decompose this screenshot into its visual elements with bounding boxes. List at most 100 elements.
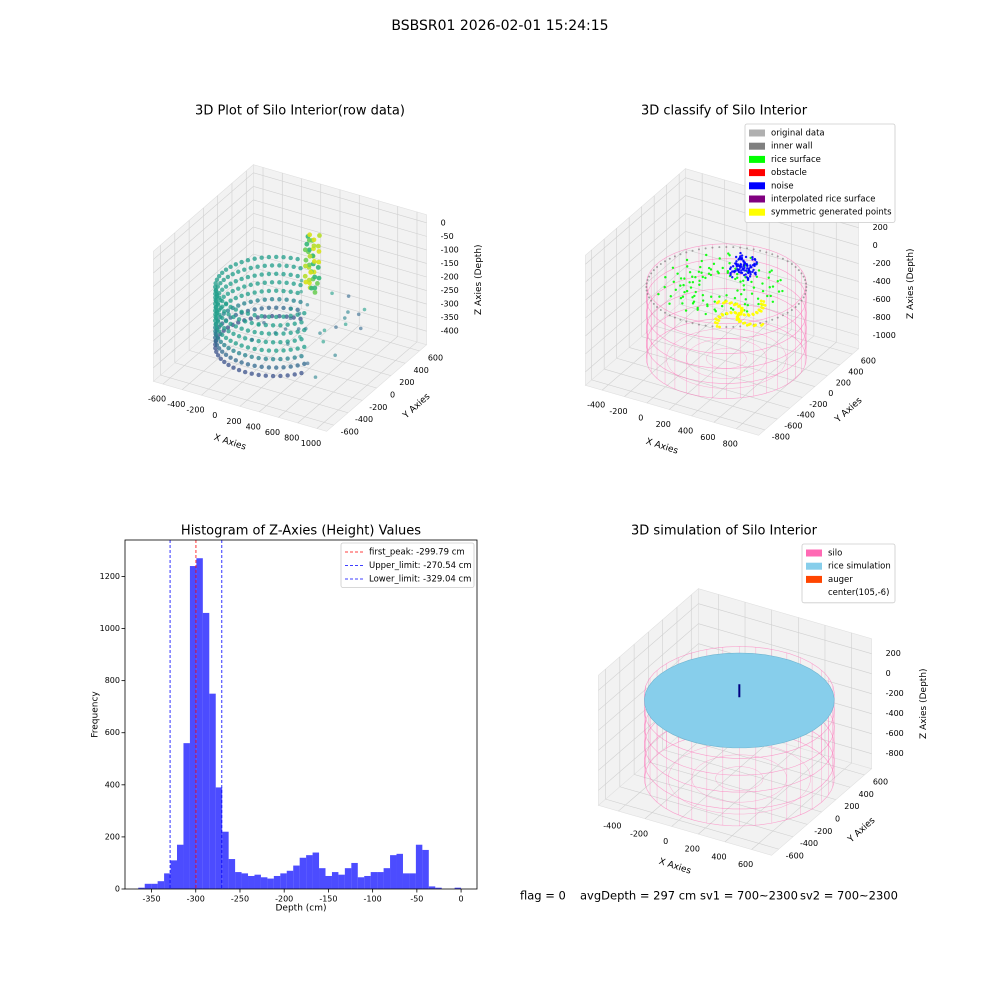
grid-line xyxy=(585,195,686,283)
z-tick-label: -350 xyxy=(441,313,459,322)
legend-label: center(105,-6) xyxy=(828,588,889,598)
point xyxy=(285,322,290,327)
point xyxy=(245,328,251,333)
point xyxy=(214,349,219,355)
point xyxy=(720,312,724,316)
axes-3d: -400-2000200400600-600-400-2000200400600… xyxy=(597,588,929,877)
point xyxy=(245,258,251,263)
point xyxy=(218,280,223,286)
point xyxy=(685,258,689,262)
point xyxy=(274,288,279,293)
point xyxy=(270,373,276,379)
point xyxy=(797,269,800,272)
legend-swatch xyxy=(749,142,765,150)
point xyxy=(299,353,304,359)
point xyxy=(222,359,227,365)
point xyxy=(305,302,310,307)
z-tick-label: 200 xyxy=(873,223,888,232)
point xyxy=(776,255,779,258)
point xyxy=(242,284,247,289)
bar xyxy=(267,878,274,889)
point xyxy=(726,271,729,274)
y-tick-label: 0 xyxy=(390,391,395,400)
point xyxy=(242,319,248,324)
grid-line xyxy=(585,213,686,301)
grid-line xyxy=(153,199,254,287)
point xyxy=(781,257,784,260)
point xyxy=(704,324,707,327)
point xyxy=(278,339,283,345)
point xyxy=(767,276,770,279)
point xyxy=(213,312,218,317)
point xyxy=(744,255,748,259)
x-axis-label: X Axies xyxy=(644,437,679,457)
point xyxy=(712,262,716,266)
x-tick-label: 0 xyxy=(459,895,464,904)
point xyxy=(291,281,296,286)
point xyxy=(259,306,264,311)
point xyxy=(242,301,247,306)
point xyxy=(231,348,236,353)
point xyxy=(699,265,702,269)
z-tick-label: 0 xyxy=(886,669,891,678)
point xyxy=(303,257,309,263)
point xyxy=(706,303,709,306)
grid-line xyxy=(153,240,254,328)
point xyxy=(734,277,737,281)
legend-label: Lower_limit: -329.04 cm xyxy=(369,575,471,585)
point xyxy=(239,309,244,315)
point xyxy=(732,325,735,328)
point xyxy=(222,325,227,331)
point xyxy=(755,275,759,279)
point xyxy=(750,292,754,295)
point xyxy=(214,325,220,331)
point xyxy=(718,246,721,249)
point xyxy=(752,268,755,272)
point xyxy=(215,336,221,341)
point xyxy=(685,251,688,254)
point xyxy=(286,342,290,346)
point xyxy=(673,316,676,319)
point xyxy=(742,288,746,291)
bar xyxy=(370,872,378,889)
point xyxy=(746,267,749,270)
bar xyxy=(177,844,184,889)
point xyxy=(236,269,241,274)
point xyxy=(346,294,351,298)
point xyxy=(259,313,264,319)
point xyxy=(737,268,741,271)
point xyxy=(736,276,739,279)
silo-ring xyxy=(691,754,788,803)
point xyxy=(731,275,734,279)
x-tick-label: -200 xyxy=(275,895,293,904)
point xyxy=(316,249,322,254)
x-tick-label: 0 xyxy=(212,411,217,420)
point xyxy=(766,294,769,298)
point xyxy=(236,303,241,308)
point xyxy=(248,265,253,271)
grid-line xyxy=(153,213,254,301)
point xyxy=(216,346,222,351)
grid-line xyxy=(662,749,836,800)
point xyxy=(761,306,765,310)
point xyxy=(689,286,693,289)
point xyxy=(741,308,745,312)
point xyxy=(225,325,231,330)
point xyxy=(794,266,797,269)
bar xyxy=(402,873,410,889)
x-tick-label: -150 xyxy=(319,895,337,904)
point xyxy=(728,262,731,265)
x-tick-label: 200 xyxy=(685,845,700,854)
point xyxy=(740,306,744,310)
point xyxy=(288,255,293,261)
point xyxy=(733,311,737,314)
y-tick-label: 400 xyxy=(414,366,429,375)
point xyxy=(220,332,225,338)
bar xyxy=(164,873,171,889)
z-tick-label: -300 xyxy=(441,300,459,309)
grid-line xyxy=(160,374,334,426)
point xyxy=(804,292,807,295)
silo-ring xyxy=(667,742,811,815)
point xyxy=(214,308,220,314)
point xyxy=(305,361,310,366)
